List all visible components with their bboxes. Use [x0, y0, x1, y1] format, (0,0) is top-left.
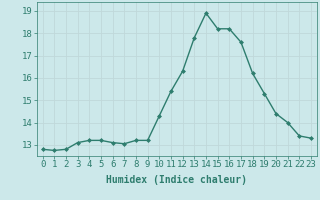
X-axis label: Humidex (Indice chaleur): Humidex (Indice chaleur) [106, 175, 247, 185]
